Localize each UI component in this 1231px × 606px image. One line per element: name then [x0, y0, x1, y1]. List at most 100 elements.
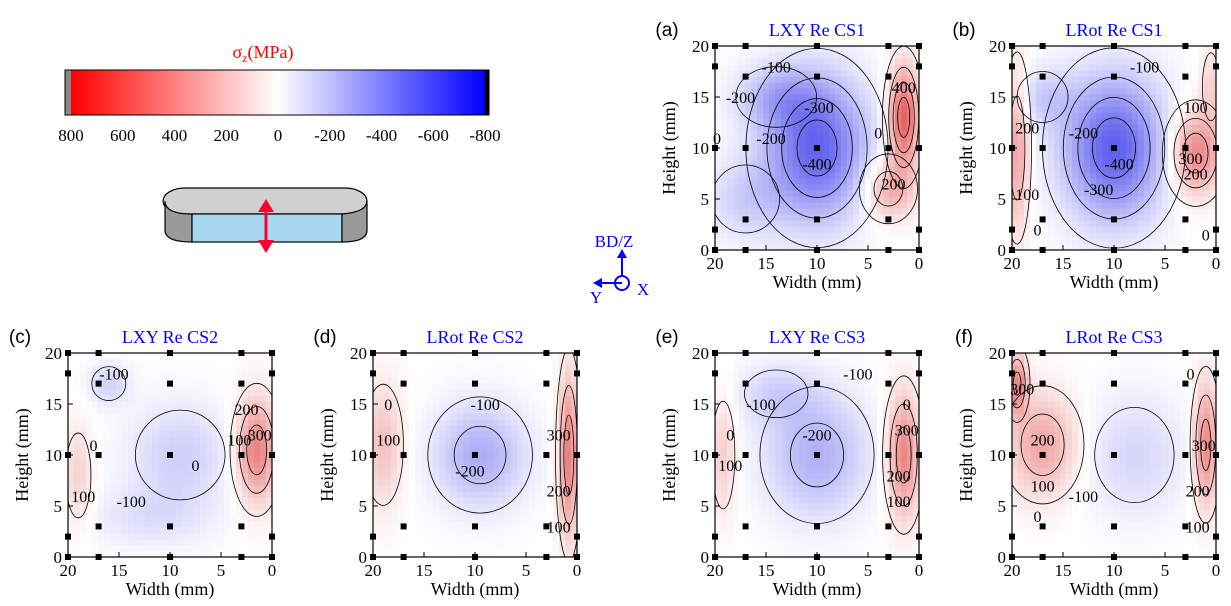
field-cell	[439, 443, 446, 450]
field-cell	[260, 371, 267, 378]
field-cell	[1204, 136, 1211, 143]
field-cell	[1054, 178, 1061, 185]
field-cell	[1048, 58, 1055, 65]
field-cell	[152, 455, 159, 462]
field-cell	[1126, 184, 1133, 191]
field-cell	[134, 455, 141, 462]
contour-panel	[715, 353, 919, 557]
field-cell	[224, 437, 231, 444]
field-cell	[1174, 184, 1181, 191]
field-cell	[1156, 220, 1163, 227]
x-tick-label: 10	[162, 561, 179, 580]
field-cell	[254, 545, 261, 552]
field-cell	[86, 521, 93, 528]
field-cell	[182, 353, 189, 360]
field-cell	[1132, 46, 1139, 53]
field-cell	[721, 172, 728, 179]
field-cell	[182, 515, 189, 522]
field-cell	[1138, 220, 1145, 227]
field-cell	[451, 479, 458, 486]
field-cell	[1144, 220, 1151, 227]
field-cell	[781, 178, 788, 185]
field-cell	[493, 395, 500, 402]
field-cell	[140, 365, 147, 372]
field-cell	[775, 82, 782, 89]
field-cell	[433, 521, 440, 528]
field-cell	[230, 491, 237, 498]
field-cell	[1150, 244, 1157, 250]
field-cell	[86, 359, 93, 366]
field-cell	[439, 497, 446, 504]
field-cell	[230, 353, 237, 360]
field-cell	[523, 449, 530, 456]
field-cell	[889, 166, 896, 173]
field-cell	[721, 52, 728, 59]
field-cell	[751, 202, 758, 209]
field-cell	[877, 238, 884, 245]
field-cell	[907, 118, 914, 125]
field-cell	[1078, 124, 1085, 131]
field-cell	[499, 545, 506, 552]
field-cell	[769, 52, 776, 59]
field-cell	[110, 521, 117, 528]
field-cell	[397, 491, 404, 498]
field-cell	[116, 389, 123, 396]
contour-line	[1173, 118, 1216, 189]
field-cell	[715, 142, 722, 149]
field-cell	[739, 76, 746, 83]
field-cell	[218, 407, 225, 414]
field-cell	[571, 401, 577, 408]
field-cell	[853, 208, 860, 215]
field-cell	[1084, 82, 1091, 89]
field-cell	[1156, 64, 1163, 71]
field-cell	[1078, 220, 1085, 227]
field-cell	[224, 395, 231, 402]
field-cell	[1156, 106, 1163, 113]
field-cell	[116, 503, 123, 510]
field-cell	[1138, 202, 1145, 209]
field-cell	[883, 70, 890, 77]
field-cell	[242, 407, 249, 414]
field-cell	[877, 70, 884, 77]
field-cell	[397, 407, 404, 414]
field-cell	[1012, 136, 1019, 143]
field-cell	[218, 419, 225, 426]
field-cell	[164, 407, 171, 414]
field-cell	[841, 124, 848, 131]
field-cell	[757, 106, 764, 113]
field-cell	[236, 533, 243, 540]
field-cell	[242, 449, 249, 456]
field-cell	[721, 184, 728, 191]
field-cell	[1084, 100, 1091, 107]
field-cell	[757, 160, 764, 167]
field-cell	[1108, 46, 1115, 53]
field-cell	[1102, 244, 1109, 250]
field-cell	[1132, 154, 1139, 161]
field-cell	[1060, 106, 1067, 113]
field-cell	[1066, 100, 1073, 107]
field-cell	[188, 461, 195, 468]
field-cell	[128, 455, 135, 462]
field-cell	[230, 395, 237, 402]
field-cell	[793, 244, 800, 250]
measurement-point	[1213, 226, 1219, 233]
field-cell	[529, 419, 536, 426]
field-cell	[224, 359, 231, 366]
field-cell	[487, 491, 494, 498]
field-cell	[218, 509, 225, 516]
field-cell	[757, 154, 764, 161]
field-cell	[1210, 148, 1216, 155]
field-cell	[74, 509, 81, 516]
field-cell	[188, 383, 195, 390]
field-cell	[481, 461, 488, 468]
field-cell	[248, 521, 255, 528]
field-cell	[1168, 178, 1175, 185]
field-cell	[1012, 214, 1019, 221]
field-cell	[80, 521, 87, 528]
field-cell	[499, 533, 506, 540]
field-cell	[733, 208, 740, 215]
field-cell	[457, 413, 464, 420]
field-cell	[541, 533, 548, 540]
field-cell	[499, 443, 506, 450]
field-cell	[763, 178, 770, 185]
